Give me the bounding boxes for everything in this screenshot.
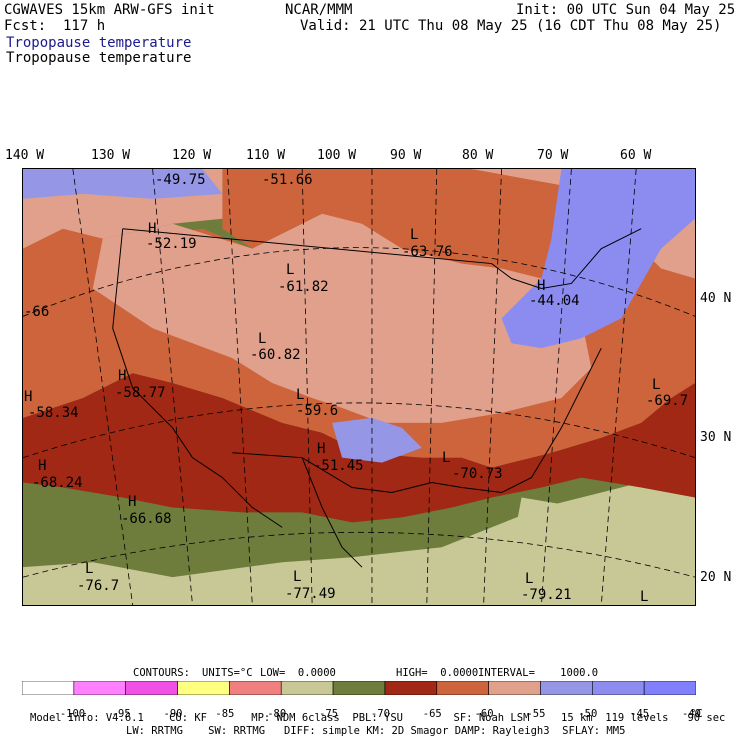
contours-interval: INTERVAL= 1000.0 — [478, 667, 599, 679]
lon-label: 80 W — [462, 148, 494, 163]
map-label-value: -61.82 — [278, 279, 329, 295]
map-label-letter: H — [128, 494, 137, 510]
lon-label: 110 W — [246, 148, 286, 163]
colorbar-swatch — [125, 681, 178, 695]
lon-label: 140 W — [5, 148, 45, 163]
map-label-letter: L — [296, 387, 305, 403]
model-title: CGWAVES 15km ARW-GFS init — [4, 2, 215, 18]
map-label-value: -69.7 — [646, 393, 689, 409]
colorbar-tick-label: -95 — [111, 708, 131, 720]
contours-low: LOW= 0.0000 — [260, 667, 336, 679]
map-label-letter: L — [525, 571, 534, 587]
lat-label: 30 N — [700, 430, 732, 445]
colorbar-swatch — [229, 681, 282, 695]
colorbar-swatch — [73, 681, 126, 695]
map-label-value: -63.76 — [402, 244, 453, 260]
map-label-value: -59.6 — [296, 403, 339, 419]
map-label-letter: H — [148, 221, 157, 237]
colorbar-swatch — [592, 681, 645, 695]
colorbar-tick-label: -45 — [630, 708, 650, 720]
map-label-value: -66 — [24, 304, 50, 320]
org-label: NCAR/MMM — [285, 2, 353, 18]
map-label-value: -51.66 — [262, 172, 313, 188]
colorbar — [22, 681, 696, 695]
lon-label: 120 W — [172, 148, 212, 163]
colorbar-tick-label: -100 — [59, 708, 86, 720]
colorbar-tick-label: -75 — [319, 708, 339, 720]
colorbar-swatch — [280, 681, 334, 695]
colorbar-tick-label: -55 — [526, 708, 546, 720]
map-label-letter: L — [652, 377, 661, 393]
colorbar-swatch — [540, 681, 593, 695]
map-label-letter: L — [258, 331, 267, 347]
map-label-value: -76.7 — [77, 578, 120, 594]
contours-high: HIGH= 0.0000 — [396, 667, 479, 679]
map-label-letter: L — [286, 262, 295, 278]
map-label-value: -66.68 — [121, 511, 172, 527]
map-label-letter: H — [24, 389, 33, 405]
map-label-letter: L — [640, 589, 649, 605]
map-label-value: -58.34 — [28, 405, 79, 421]
lon-label: 60 W — [620, 148, 652, 163]
map-label-value: -52.19 — [146, 236, 197, 252]
lon-label: 100 W — [317, 148, 357, 163]
map-label-value: -79.21 — [521, 587, 572, 603]
model-info-line-1: Model Info: V4.6.1 CU: KF MP: WDM 6class… — [30, 712, 726, 724]
colorbar-tick-label: -90 — [163, 708, 183, 720]
colorbar-tick-label: -50 — [578, 708, 598, 720]
contours-units: UNITS=°C — [202, 667, 253, 679]
colorbar-tick-label: -85 — [215, 708, 235, 720]
map-label-letter: L — [293, 569, 302, 585]
map-label-letter: L — [442, 450, 451, 466]
map-label-value: -51.45 — [313, 458, 364, 474]
colorbar-tick-label: -65 — [422, 708, 442, 720]
forecast-hour: Fcst: 117 h — [4, 18, 106, 34]
map-label-letter: H — [38, 458, 47, 474]
map-label-value: -58.77 — [115, 385, 166, 401]
colorbar-tick-label: -80 — [267, 708, 287, 720]
map-label-value: -68.24 — [32, 475, 83, 491]
contours-label: CONTOURS: — [133, 667, 190, 679]
map-label-letter: H — [118, 368, 127, 384]
colorbar-unit: °C — [690, 708, 703, 720]
colorbar-swatch — [384, 681, 438, 695]
colorbar-tick-label: -40 — [682, 708, 701, 720]
lon-label: 70 W — [537, 148, 569, 163]
map-label-letter: L — [85, 561, 94, 577]
map-label-letter: H — [537, 278, 546, 294]
colorbar-swatch — [643, 681, 696, 695]
lon-label: 90 W — [390, 148, 422, 163]
field-title-1: Tropopause temperature — [6, 35, 192, 51]
map-label-value: -60.82 — [250, 347, 301, 363]
map-label-letter: H — [317, 441, 326, 457]
lat-label: 40 N — [700, 291, 732, 306]
colorbar-tick-label: -60 — [474, 708, 494, 720]
map-label-letter: L — [410, 227, 419, 243]
colorbar-swatch — [332, 681, 386, 695]
model-info-line-2: LW: RRTMG SW: RRTMG DIFF: simple KM: 2D … — [126, 725, 626, 737]
tropopause-temperature-map — [22, 168, 696, 606]
colorbar-swatch — [177, 681, 230, 695]
lat-label: 20 N — [700, 570, 732, 585]
init-time: Init: 00 UTC Sun 04 May 25 — [516, 2, 736, 18]
valid-time: Valid: 21 UTC Thu 08 May 25 (16 CDT Thu … — [300, 18, 722, 34]
colorbar-tick-label: -70 — [370, 708, 390, 720]
colorbar-swatch — [22, 681, 75, 695]
map-label-value: -44.04 — [529, 293, 580, 309]
map-label-value: -49.75 — [155, 172, 206, 188]
map-label-value: -70.73 — [452, 466, 503, 482]
colorbar-swatch — [436, 681, 489, 695]
lon-label: 130 W — [91, 148, 131, 163]
colorbar-swatch — [488, 681, 541, 695]
field-title-2: Tropopause temperature — [6, 50, 192, 66]
map-label-value: -77.49 — [285, 586, 336, 602]
